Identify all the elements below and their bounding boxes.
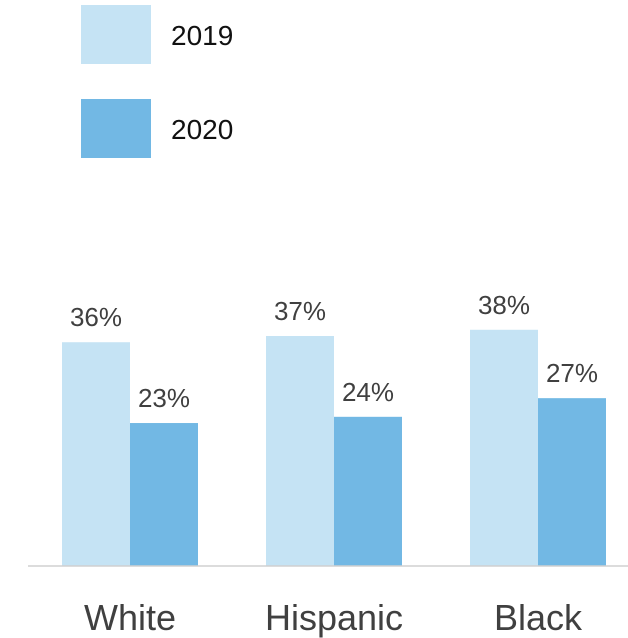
bar-black-2019 xyxy=(470,329,538,566)
data-label-white-2019: 36% xyxy=(70,302,122,332)
bar-white-2020 xyxy=(130,423,198,566)
data-label-black-2019: 38% xyxy=(478,290,530,320)
category-label-black: Black xyxy=(494,597,583,638)
data-labels: 36% 23% 37% 24% 38% 27% xyxy=(70,290,598,413)
legend: 2019 2020 xyxy=(81,5,233,158)
bars xyxy=(62,329,606,566)
bar-hispanic-2019 xyxy=(266,336,334,566)
bar-white-2019 xyxy=(62,342,130,566)
bar-hispanic-2020 xyxy=(334,416,402,566)
legend-label-2020: 2020 xyxy=(171,114,233,145)
bar-black-2020 xyxy=(538,398,606,566)
legend-swatch-2020 xyxy=(81,99,151,158)
legend-label-2019: 2019 xyxy=(171,20,233,51)
legend-swatch-2019 xyxy=(81,5,151,64)
data-label-hispanic-2019: 37% xyxy=(274,296,326,326)
data-label-black-2020: 27% xyxy=(546,358,598,388)
category-labels: White Hispanic Black xyxy=(84,597,583,638)
category-label-hispanic: Hispanic xyxy=(265,597,403,638)
category-label-white: White xyxy=(84,597,176,638)
data-label-white-2020: 23% xyxy=(138,383,190,413)
data-label-hispanic-2020: 24% xyxy=(342,377,394,407)
